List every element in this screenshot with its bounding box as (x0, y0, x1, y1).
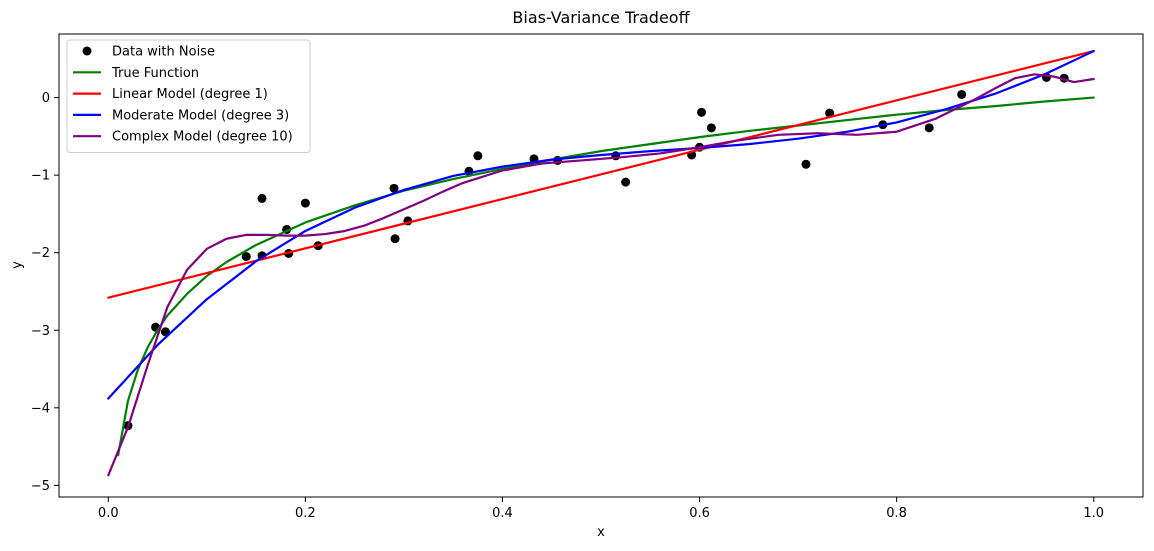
y-tick-label: −5 (31, 479, 50, 494)
series-line-linear-model-degree-1 (107, 49, 1095, 299)
scatter-point (241, 252, 251, 262)
x-tick-label: 0.4 (492, 506, 513, 521)
y-tick-label: −1 (31, 169, 50, 184)
scatter-point (697, 107, 707, 117)
y-tick-label: −4 (31, 401, 50, 416)
scatter-point (801, 159, 811, 169)
x-axis-label: x (597, 525, 605, 540)
x-tick-label: 0.2 (295, 506, 316, 521)
legend-label: Data with Noise (112, 45, 215, 60)
y-tick-label: −3 (31, 324, 50, 339)
x-tick-label: 0.0 (98, 506, 119, 521)
scatter-point (621, 177, 631, 187)
legend-label: Linear Model (degree 1) (112, 87, 268, 102)
legend-marker (82, 46, 92, 56)
legend-box (66, 39, 311, 153)
chart-title: Bias-Variance Tradeoff (512, 8, 690, 27)
legend-label: True Function (111, 66, 199, 81)
legend-label: Moderate Model (degree 3) (112, 108, 289, 123)
chart-marks (107, 49, 1095, 477)
scatter-point (706, 123, 716, 133)
scatter-point (160, 327, 170, 337)
scatter-point (390, 234, 400, 244)
x-tick-label: 0.6 (689, 506, 710, 521)
y-axis: −5 −4 −3 −2 −1 0 (31, 91, 59, 494)
scatter-point (924, 123, 934, 133)
x-axis: 0.0 0.2 0.4 0.6 0.8 1.0 (98, 497, 1104, 521)
scatter-point (257, 193, 267, 203)
series-line-complex-model-degree-10 (107, 73, 1095, 477)
series-line-moderate-model-degree-3 (107, 49, 1095, 400)
legend: Data with Noise True Function Linear Model… (66, 39, 311, 153)
scatter-point (957, 89, 967, 99)
scatter-point (473, 151, 483, 161)
x-tick-label: 1.0 (1083, 506, 1104, 521)
legend-label: Complex Model (degree 10) (112, 130, 293, 145)
x-tick-label: 0.8 (886, 506, 907, 521)
y-axis-label: y (10, 261, 25, 269)
plot-frame (58, 33, 1144, 498)
scatter-point (300, 198, 310, 208)
scatter-point (389, 183, 399, 193)
scatter-point (825, 108, 835, 118)
y-tick-label: 0 (42, 91, 50, 106)
y-tick-label: −2 (31, 246, 50, 261)
